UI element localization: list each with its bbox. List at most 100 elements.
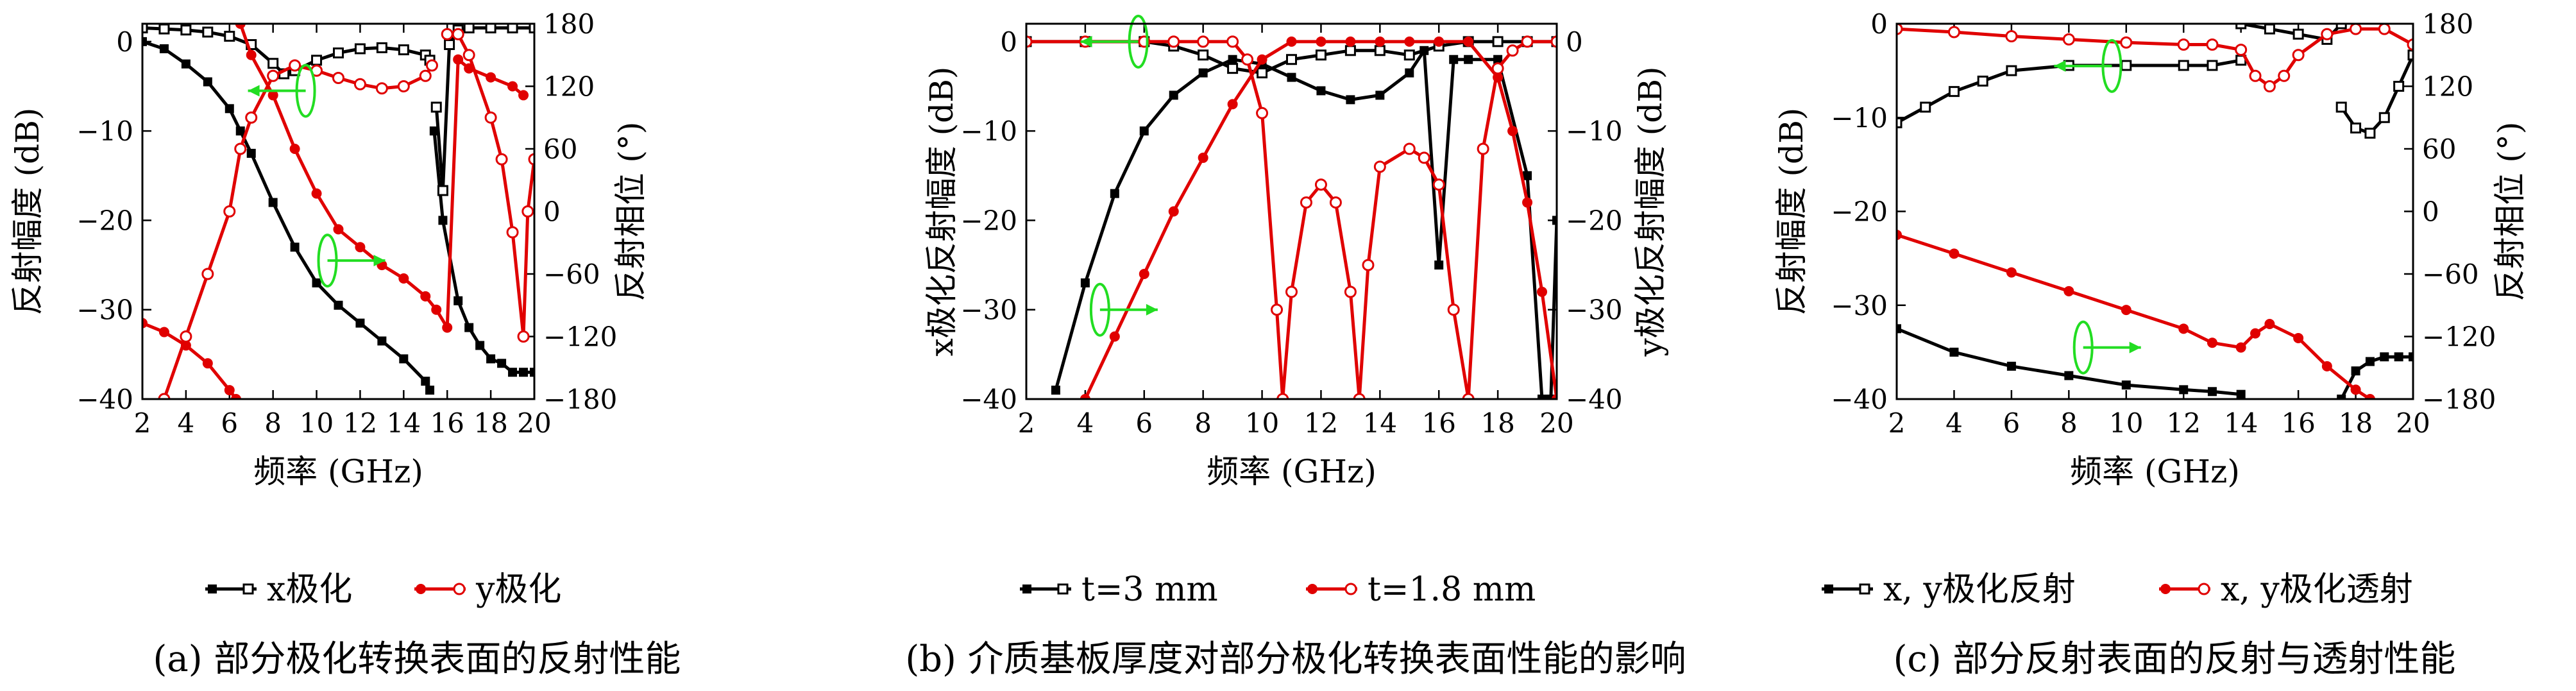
plot-frame <box>141 22 536 400</box>
data-point <box>158 327 169 337</box>
x-axis-label: 频率 (GHz) <box>2070 453 2240 490</box>
x-axis-label: 频率 (GHz) <box>1207 453 1377 490</box>
data-point <box>1897 117 1902 128</box>
legend-entry: t=3 mm <box>1020 570 1218 609</box>
data-point <box>1197 35 1210 48</box>
data-point <box>521 205 534 218</box>
data-point <box>453 296 463 305</box>
legend-label: t=3 mm <box>1081 570 1218 609</box>
data-point <box>2393 81 2405 92</box>
data-point <box>225 104 234 114</box>
y-tick-label: 0 <box>1000 26 1017 58</box>
indicator-arrow-head <box>2129 341 2141 354</box>
data-point <box>142 318 148 328</box>
data-point <box>1523 171 1532 180</box>
data-point <box>2407 38 2413 51</box>
data-point <box>246 148 256 158</box>
y-tick-label: −10 <box>76 115 133 147</box>
data-point <box>1434 36 1445 47</box>
data-point <box>202 26 214 38</box>
data-point <box>2063 286 2074 296</box>
data-point <box>353 78 366 90</box>
data-point <box>235 126 245 136</box>
y2-tick-label: 60 <box>543 133 577 165</box>
data-point <box>267 90 278 101</box>
data-point <box>2005 30 2018 42</box>
data-point <box>334 300 343 310</box>
legend-entry: x, y极化反射 <box>1822 570 2076 609</box>
panel-caption: (c) 部分反射表面的反射与透射性能 <box>1894 638 2456 680</box>
data-point <box>431 304 442 315</box>
chart-panel-2: 2 4 6 8 10 12 14 16 18 20 0 −10 −20 −30 −40 0 −10 −20 −30 −… <box>905 14 1686 680</box>
data-point <box>2321 28 2334 40</box>
data-point <box>2206 38 2219 51</box>
data-point <box>1139 269 1149 279</box>
data-point <box>398 44 409 56</box>
data-point <box>2292 49 2305 62</box>
legend-marker <box>2198 583 2210 595</box>
y-tick-label: −30 <box>960 294 1017 326</box>
series-line <box>142 40 432 391</box>
data-point <box>1492 36 1504 47</box>
y-tick-label: −10 <box>960 115 1017 147</box>
y2-tick-label: −60 <box>543 259 600 290</box>
legend-label: x, y极化透射 <box>2221 570 2413 609</box>
data-point <box>1404 36 1415 47</box>
data-point <box>201 268 214 280</box>
data-point <box>1271 303 1284 316</box>
data-point <box>1373 160 1386 173</box>
data-point <box>1353 393 1366 399</box>
x-tick-label: 16 <box>2281 407 2315 439</box>
data-point <box>1463 36 1474 47</box>
y-tick-label: −10 <box>1831 102 1888 133</box>
y2-tick-label: −20 <box>1566 205 1623 236</box>
data-point <box>1920 101 1931 113</box>
data-point <box>398 273 409 284</box>
data-point <box>2250 328 2261 339</box>
data-point <box>1418 151 1430 164</box>
indicator-arrow-head <box>1080 35 1092 47</box>
data-point <box>425 59 438 72</box>
data-point <box>1432 178 1445 191</box>
data-point <box>437 185 448 196</box>
data-point <box>1447 303 1460 316</box>
series-1 <box>1897 324 2246 399</box>
data-point <box>377 336 387 346</box>
data-point <box>1256 107 1269 119</box>
data-point <box>1316 86 1326 96</box>
data-point <box>1462 393 1475 399</box>
data-point <box>484 111 497 124</box>
data-point <box>1434 260 1444 270</box>
series-4 <box>430 24 534 196</box>
x-tick-label: 4 <box>1945 407 1963 439</box>
x-tick-label: 20 <box>2396 407 2430 439</box>
data-point <box>397 80 410 92</box>
data-point <box>1315 49 1326 61</box>
data-point <box>1110 189 1119 198</box>
data-point <box>1139 126 1149 136</box>
data-point <box>203 77 212 87</box>
series-1 <box>142 37 435 395</box>
data-point <box>2207 337 2217 348</box>
data-point <box>245 111 258 124</box>
data-point <box>267 58 279 69</box>
x-tick-label: 4 <box>1077 407 1094 439</box>
y2-tick-label: 120 <box>2422 71 2473 103</box>
data-point <box>1226 35 1239 48</box>
x-tick-label: 12 <box>2166 407 2200 439</box>
legend-marker <box>1022 584 1031 593</box>
axis-indicator-left <box>2054 38 2123 93</box>
data-point <box>311 188 322 199</box>
data-point <box>529 24 534 33</box>
data-point <box>1977 75 1988 87</box>
data-point <box>419 69 432 82</box>
data-point <box>429 126 439 136</box>
axis-indicator-right <box>2072 320 2141 375</box>
y2-tick-label: −10 <box>1566 115 1623 147</box>
y2-tick-label: 60 <box>2422 133 2456 165</box>
x-tick-label: 20 <box>517 407 551 439</box>
data-point <box>475 341 485 350</box>
y-axis-label: 反射幅度 (dB) <box>1773 108 1810 316</box>
data-point <box>2380 352 2389 362</box>
series-line <box>1897 58 2242 124</box>
